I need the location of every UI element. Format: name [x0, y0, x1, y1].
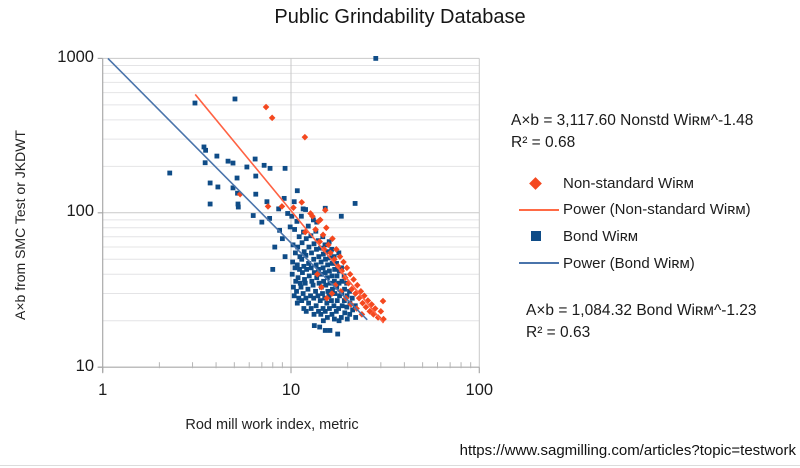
y-tick-1000: 1000 — [57, 48, 94, 66]
y-axis-title: A×b from SMC Test or JKDWT — [12, 130, 28, 320]
diamond-marker-icon — [529, 176, 542, 190]
trendline-marker-icon — [519, 208, 559, 211]
legend-label: Non-standard Wiʀᴍ — [563, 174, 694, 192]
axes — [97, 57, 480, 374]
legend-label: Bond Wiʀᴍ — [563, 227, 639, 245]
gridlines — [102, 57, 480, 368]
x-tick-100: 100 — [465, 381, 494, 399]
y-tick-10: 10 — [75, 357, 94, 375]
x-axis-title: Rod mill work index, metric — [185, 417, 359, 433]
trendline — [194, 93, 385, 324]
nonstd-trend-equation: A×b = 3,117.60 Nonstd Wiʀᴍ^-1.48 R² = 0.… — [511, 110, 753, 154]
x-tick-10: 10 — [281, 381, 301, 399]
window-bottom-edge — [0, 465, 800, 466]
chart-legend: Non-standard Wiʀᴍ Power (Non-standard Wi… — [517, 170, 751, 276]
trendline-marker-icon — [519, 262, 559, 265]
bond-equation-line: A×b = 1,084.32 Bond Wiʀᴍ^-1.23 — [526, 302, 757, 319]
y-tick-100: 100 — [66, 202, 94, 220]
trendline — [107, 57, 368, 321]
legend-label: Power (Non-standard Wiʀᴍ) — [563, 201, 751, 219]
source-url: https://www.sagmilling.com/articles?topi… — [459, 442, 796, 459]
legend-item-power-nonstd: Power (Non-standard Wiʀᴍ) — [517, 197, 751, 224]
nonstd-r2-line: R² = 0.68 — [511, 134, 576, 151]
legend-item-bond: Bond Wiʀᴍ — [517, 223, 751, 250]
legend-item-nonstd: Non-standard Wiʀᴍ — [517, 170, 751, 197]
x-tick-1: 1 — [98, 381, 108, 399]
chart-title: Public Grindability Database — [274, 6, 526, 28]
legend-label: Power (Bond Wiʀᴍ) — [563, 254, 695, 272]
legend-item-power-bond: Power (Bond Wiʀᴍ) — [517, 250, 751, 277]
nonstd-equation-line: A×b = 3,117.60 Nonstd Wiʀᴍ^-1.48 — [511, 112, 754, 129]
bond-r2-line: R² = 0.63 — [526, 324, 591, 341]
bond-trend-equation: A×b = 1,084.32 Bond Wiʀᴍ^-1.23 R² = 0.63 — [526, 300, 757, 344]
square-marker-icon — [530, 231, 541, 242]
